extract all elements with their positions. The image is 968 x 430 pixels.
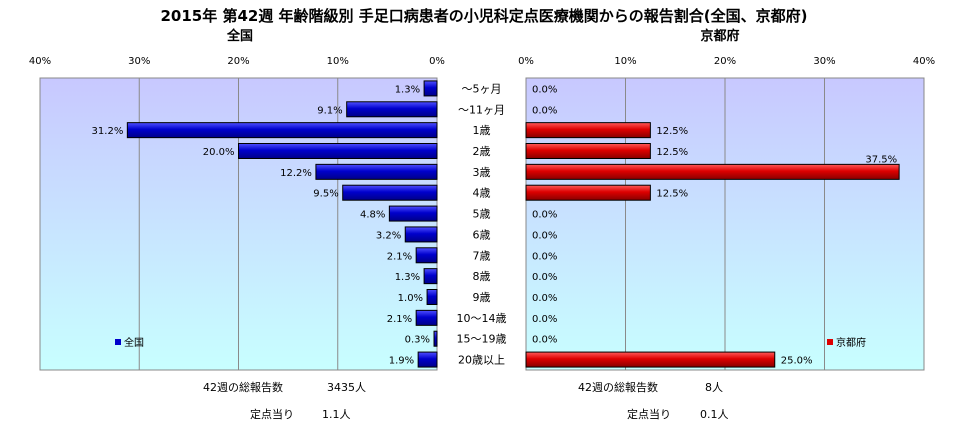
category-label: 10～14歳 xyxy=(457,312,507,325)
data-label-national: 9.5% xyxy=(313,189,338,200)
tick-label-national: 20% xyxy=(227,56,249,67)
bar-national xyxy=(417,351,438,368)
category-label: 2歳 xyxy=(473,145,491,158)
legend-swatch-kyoto xyxy=(827,339,833,345)
subtitle-kyoto: 京都府 xyxy=(700,28,739,44)
data-label-kyoto: 0.0% xyxy=(532,251,557,262)
category-label: 4歳 xyxy=(473,187,491,200)
data-label-kyoto: 0.0% xyxy=(532,335,557,346)
data-label-national: 20.0% xyxy=(203,147,235,158)
data-label-national: 2.1% xyxy=(387,314,412,325)
footer-kyoto-total-value: 8人 xyxy=(705,381,723,394)
bar-national xyxy=(423,80,438,97)
data-label-national: 2.1% xyxy=(387,251,412,262)
tick-label-national: 30% xyxy=(128,56,150,67)
chart-title: 2015年 第42週 年齢階級別 手足口病患者の小児科定点医療機関からの報告割合… xyxy=(160,7,807,25)
footer-national-per-value: 1.1人 xyxy=(322,408,351,421)
bar-national xyxy=(426,289,438,305)
bar-kyoto xyxy=(525,184,651,201)
bar-national xyxy=(415,309,438,326)
data-label-national: 1.3% xyxy=(395,272,420,283)
data-label-national: 3.2% xyxy=(376,230,401,241)
bar-national xyxy=(346,101,438,118)
data-label-national: 1.9% xyxy=(389,356,414,367)
tick-label-kyoto: 40% xyxy=(913,56,935,67)
category-label: 1歳 xyxy=(473,124,491,137)
tick-label-kyoto: 20% xyxy=(714,56,736,67)
tick-label-kyoto: 0% xyxy=(518,56,534,67)
tick-label-kyoto: 30% xyxy=(813,56,835,67)
category-label: ～5ヶ月 xyxy=(462,82,502,95)
category-label: 8歳 xyxy=(473,270,491,283)
footer-national-per-label: 定点当り xyxy=(250,407,294,421)
subtitle-national: 全国 xyxy=(226,28,253,44)
data-label-kyoto: 25.0% xyxy=(781,356,813,367)
data-label-kyoto: 12.5% xyxy=(656,126,688,137)
data-label-national: 4.8% xyxy=(360,210,385,221)
bar-national xyxy=(423,268,438,285)
category-label: 5歳 xyxy=(473,208,491,221)
footer-national-total-value: 3435人 xyxy=(327,381,366,394)
bar-kyoto xyxy=(525,143,651,159)
legend-swatch-national xyxy=(115,339,121,345)
data-label-kyoto: 37.5% xyxy=(865,154,897,165)
bar-national xyxy=(433,330,438,347)
data-label-kyoto: 0.0% xyxy=(532,105,557,116)
category-label: 15～19歳 xyxy=(457,333,507,346)
bar-national xyxy=(126,122,438,139)
data-label-kyoto: 12.5% xyxy=(656,147,688,158)
data-label-national: 0.3% xyxy=(405,335,430,346)
tick-label-kyoto: 10% xyxy=(614,56,636,67)
tick-label-national: 40% xyxy=(29,56,51,67)
tick-label-national: 10% xyxy=(327,56,349,67)
footer-kyoto-per-label: 定点当り xyxy=(627,407,671,421)
category-label: 7歳 xyxy=(473,249,491,262)
footer-kyoto-per-value: 0.1人 xyxy=(700,408,729,421)
bar-national xyxy=(415,247,438,264)
category-label: 20歳以上 xyxy=(458,354,505,367)
tick-label-national: 0% xyxy=(429,56,445,67)
category-label: ～11ヶ月 xyxy=(458,103,505,116)
data-label-kyoto: 0.0% xyxy=(532,314,557,325)
bar-national xyxy=(388,205,438,222)
data-label-national: 12.2% xyxy=(280,168,312,179)
bar-national xyxy=(238,143,438,159)
data-label-national: 1.3% xyxy=(395,84,420,95)
data-label-kyoto: 0.0% xyxy=(532,84,557,95)
data-label-national: 9.1% xyxy=(317,105,342,116)
bar-kyoto xyxy=(525,122,651,139)
bar-national xyxy=(404,226,438,243)
bar-national xyxy=(315,163,438,180)
data-label-national: 1.0% xyxy=(398,293,423,304)
bar-kyoto xyxy=(525,351,776,368)
data-label-kyoto: 0.0% xyxy=(532,210,557,221)
data-label-kyoto: 0.0% xyxy=(532,230,557,241)
legend-label-national: 全国 xyxy=(124,336,144,349)
data-label-kyoto: 0.0% xyxy=(532,272,557,283)
category-label: 6歳 xyxy=(473,228,491,241)
data-label-kyoto: 12.5% xyxy=(656,189,688,200)
bar-kyoto xyxy=(525,163,900,180)
data-label-kyoto: 0.0% xyxy=(532,293,557,304)
footer-kyoto-total-label: 42週の総報告数 xyxy=(578,380,658,394)
category-label: 9歳 xyxy=(473,291,491,304)
data-label-national: 31.2% xyxy=(92,126,124,137)
category-label: 3歳 xyxy=(473,166,491,179)
bar-national xyxy=(342,184,438,201)
footer-national-total-label: 42週の総報告数 xyxy=(203,380,283,394)
legend-label-kyoto: 京都府 xyxy=(836,336,866,349)
